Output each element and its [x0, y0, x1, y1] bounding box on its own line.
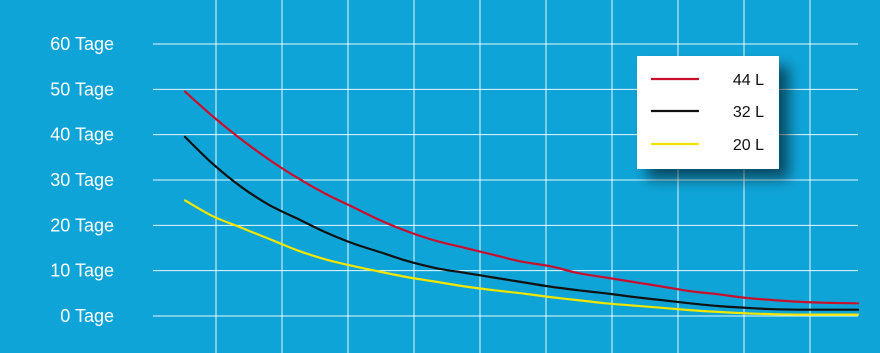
legend: 44 L 32 L 20 L	[637, 56, 779, 169]
y-tick-label: 60 Tage	[50, 34, 114, 54]
series-line-32l	[183, 135, 860, 311]
y-tick-label: 10 Tage	[50, 261, 114, 281]
y-tick-label: 20 Tage	[50, 215, 114, 235]
legend-label: 32 L	[733, 104, 764, 121]
legend-label: 20 L	[733, 137, 764, 154]
y-tick-label: 40 Tage	[50, 125, 114, 145]
y-tick-label: 50 Tage	[50, 79, 114, 99]
y-tick-label: 30 Tage	[50, 170, 114, 190]
series-line-44l	[183, 90, 860, 305]
legend-label: 44 L	[733, 72, 764, 89]
legend-box	[637, 56, 779, 169]
series-line-20l	[183, 199, 860, 316]
y-tick-label: 0 Tage	[60, 306, 114, 326]
